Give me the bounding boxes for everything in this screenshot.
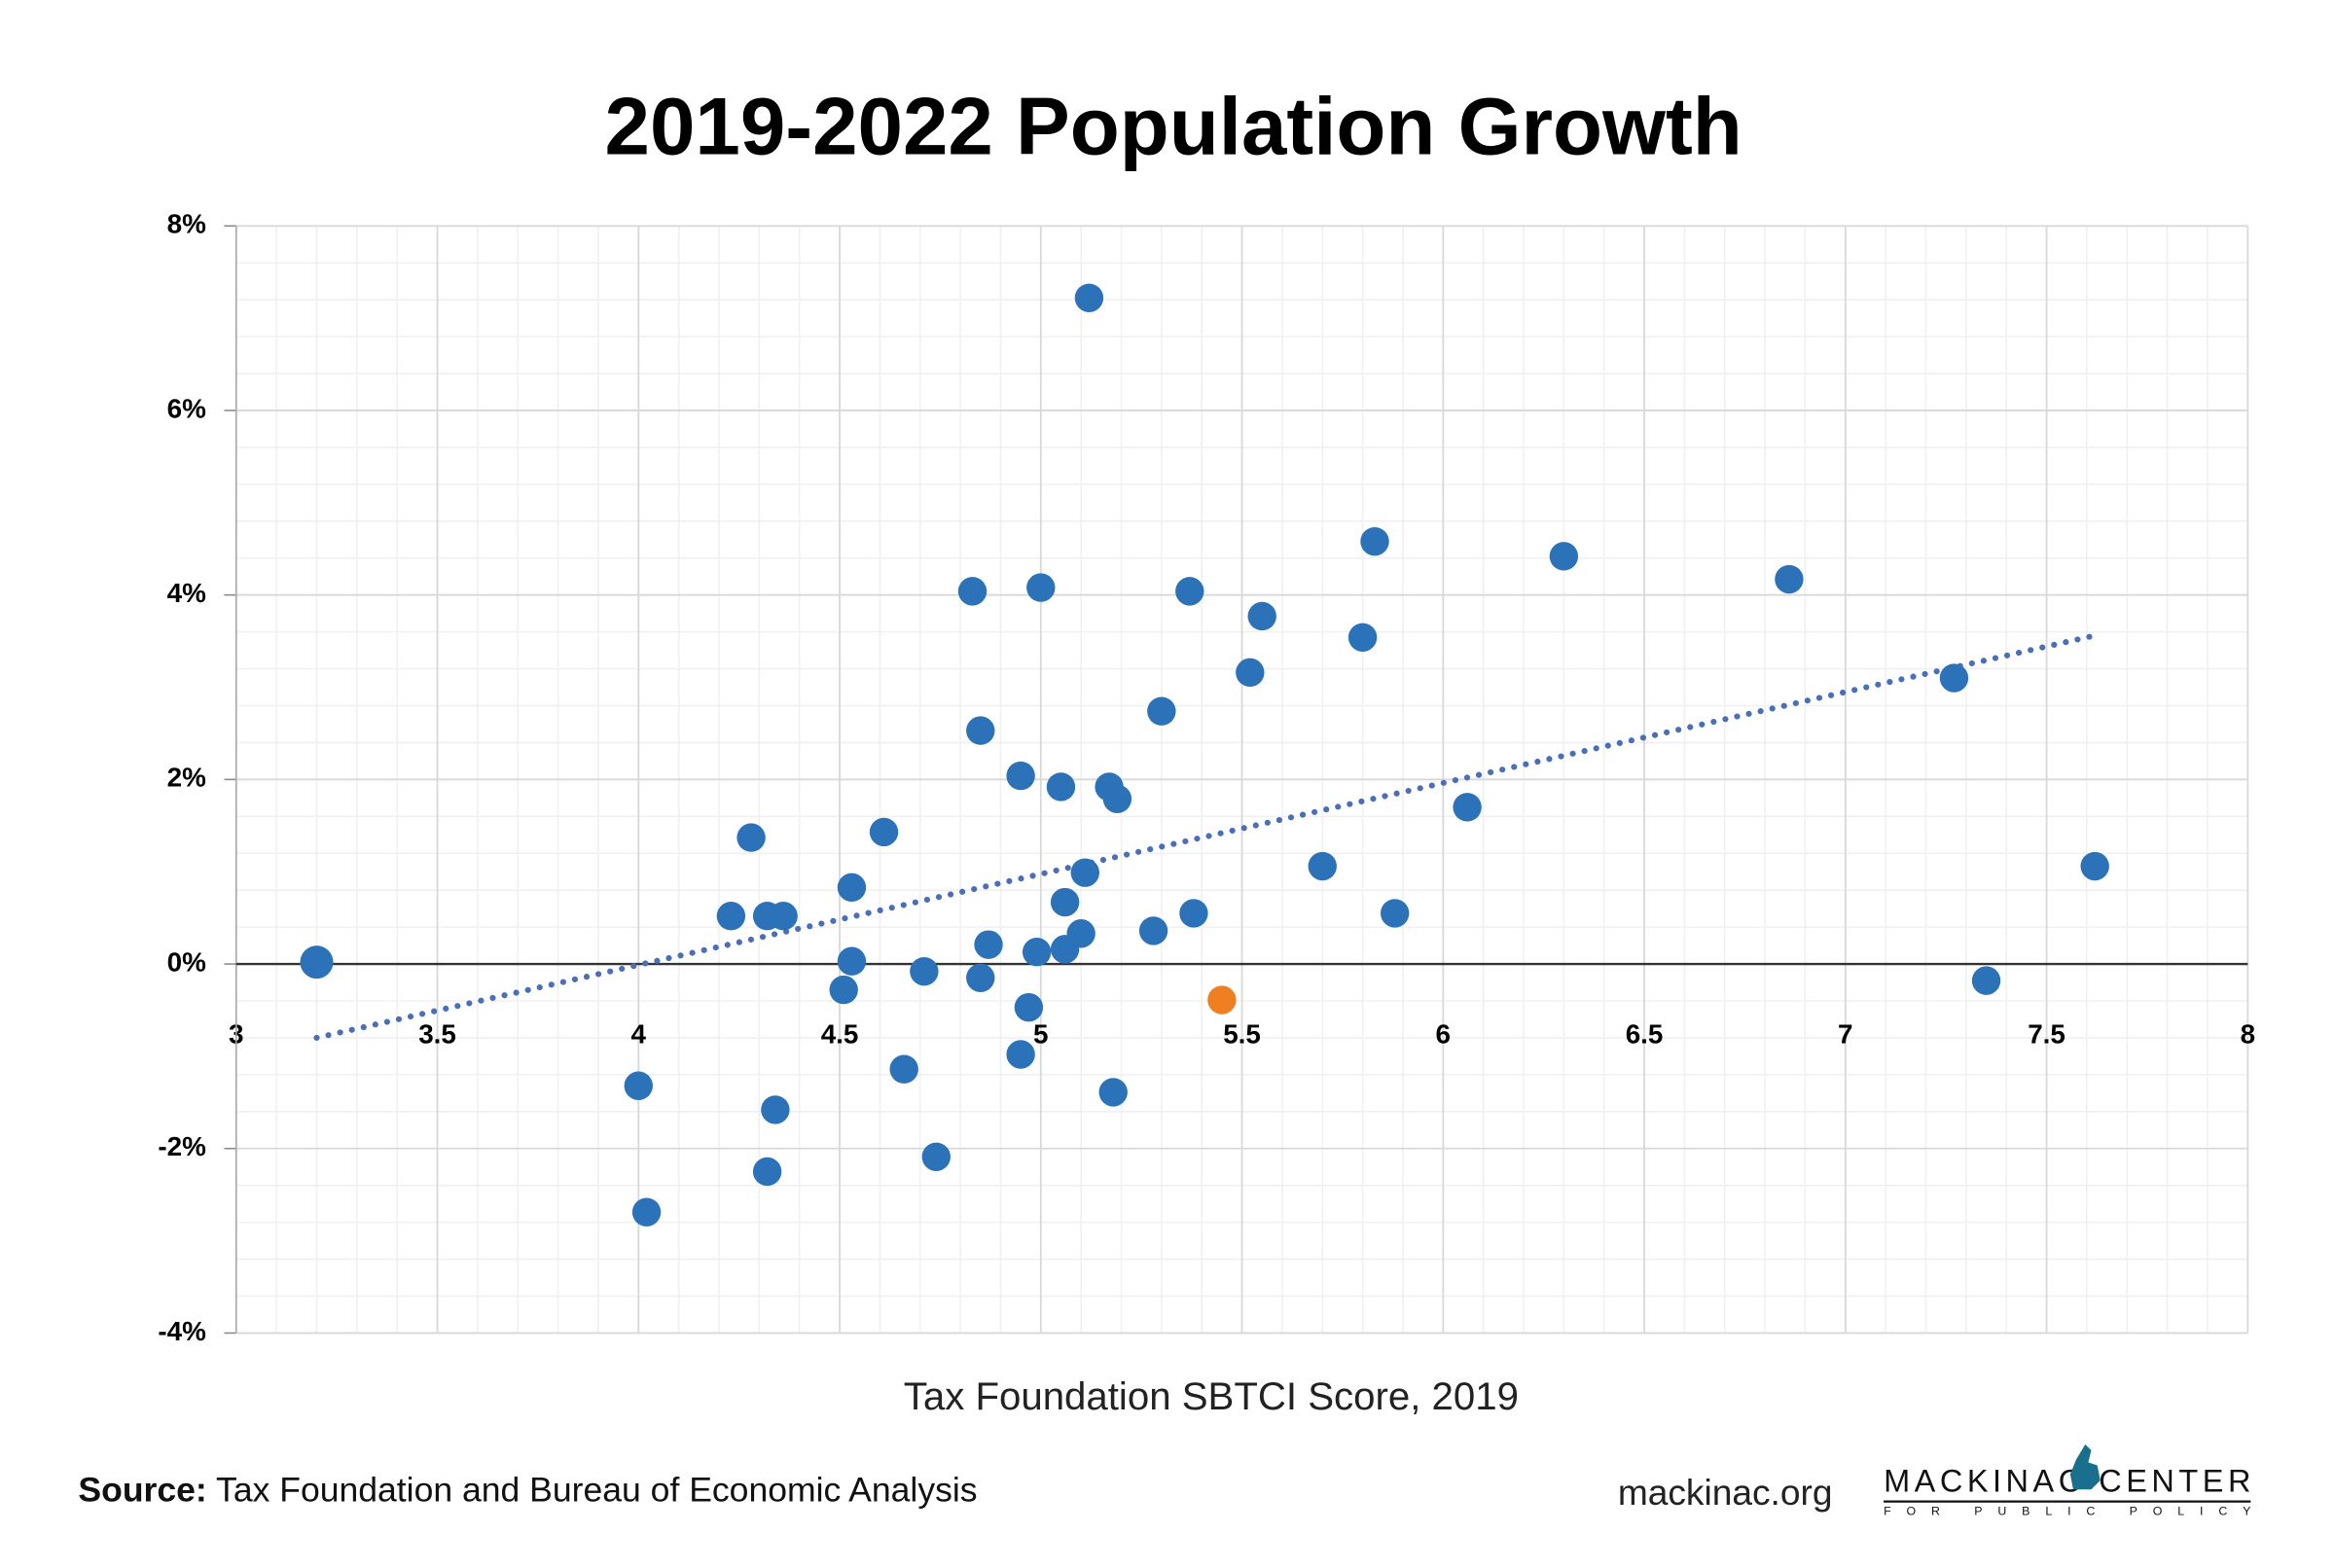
data-point [966,963,995,992]
data-point [829,975,858,1005]
data-point [2080,851,2109,881]
data-point [837,946,867,976]
data-point [1971,966,2001,995]
x-tick-label: 4 [631,1019,647,1050]
y-tick-label: -2% [158,1131,206,1161]
x-tick-label: 6.5 [1626,1019,1664,1050]
chart-title: 2019-2022 Population Growth [605,80,1742,171]
data-point [1775,564,1804,594]
data-point [761,1095,790,1124]
x-tick-label: 6 [1436,1019,1451,1050]
x-tick-label: 8 [2241,1019,2255,1050]
data-point [1138,916,1168,945]
data-point [837,873,867,903]
data-point [1070,858,1099,887]
source-text: Source: Tax Foundation and Bureau of Econ… [78,1471,977,1510]
data-point [921,1142,951,1171]
source: Tax Foundation and Bureau of Economic An… [216,1471,978,1510]
data-point [966,716,995,745]
data-point [1066,919,1096,948]
data-point [300,945,334,980]
x-tick-label: 7 [1838,1019,1852,1050]
data-point [752,1157,782,1187]
y-tick-label: 0% [167,946,206,977]
data-point [1102,784,1132,813]
data-point [1147,696,1176,726]
data-point [1939,663,1969,693]
x-tick-label: 5 [1033,1019,1048,1050]
x-tick-label: 7.5 [2028,1019,2066,1050]
y-tick-label: 4% [167,578,206,608]
y-tick-label: -4% [158,1316,206,1346]
data-point [1074,283,1104,312]
data-point [1026,573,1056,602]
data-point [869,817,899,847]
data-point [1453,793,1482,822]
data-point [889,1054,918,1084]
data-point [957,577,988,606]
website: mackinac.org [1618,1472,1833,1513]
y-tick-label: 2% [167,763,206,793]
data-point [910,956,939,986]
x-tick-label: 5.5 [1223,1019,1261,1050]
data-point [769,902,798,931]
x-tick-label: 3.5 [418,1019,456,1050]
data-point [1046,772,1076,802]
data-point [1022,938,1052,967]
y-tick-label: 6% [167,393,206,423]
logo-name: MACKINAC CENTER [1884,1464,2250,1499]
data-point [1347,623,1378,652]
data-point [716,902,746,931]
data-point [1179,899,1208,928]
data-point [974,930,1003,959]
data-point [1360,526,1389,556]
data-point [736,823,766,852]
y-tick-label: 8% [167,209,206,239]
data-point [1006,761,1035,791]
logo-icon [2069,1443,2101,1490]
data-point [1050,887,1080,917]
data-point [1014,992,1044,1022]
logo-tagline: FOR PUBLIC POLICY [1884,1505,2250,1518]
trendline [313,632,2099,1042]
data-point [1175,577,1204,606]
data-point [1098,1078,1128,1107]
data-point [1308,851,1337,881]
data-point [1549,542,1579,571]
data-point [624,1071,653,1100]
data-point [1380,899,1410,928]
source-label: Source: [78,1471,206,1510]
x-tick-label: 4.5 [821,1019,859,1050]
data-point [1006,1040,1035,1069]
data-point [1207,985,1237,1015]
data-point [1236,658,1265,688]
data-point [631,1197,662,1227]
x-axis-label: Tax Foundation SBTCI Score, 2019 [904,1374,1519,1418]
data-point [1247,601,1276,631]
